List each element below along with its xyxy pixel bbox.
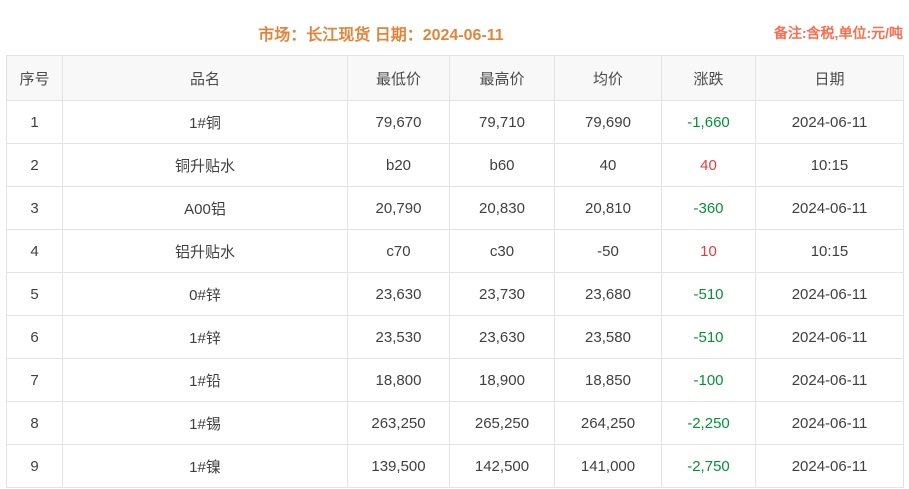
cell-date: 2024-06-11 (755, 186, 904, 230)
col-header-low: 最低价 (347, 55, 450, 101)
cell-seq: 5 (6, 272, 63, 316)
cell-high-price: c30 (449, 229, 555, 273)
table-row: 1 1#铜 79,670 79,710 79,690 -1,660 2024-06-11 (6, 100, 904, 144)
cell-low-price: c70 (347, 229, 450, 273)
cell-change: -510 (661, 315, 756, 359)
cell-date: 2024-06-11 (755, 401, 904, 445)
table-row: 9 1#镍 139,500 142,500 141,000 -2,750 2024-06-1… (6, 444, 904, 488)
cell-change: -100 (661, 358, 756, 402)
cell-avg-price: 79,690 (554, 100, 662, 144)
col-header-high: 最高价 (449, 55, 555, 101)
cell-avg-price: 20,810 (554, 186, 662, 230)
col-header-avg: 均价 (554, 55, 662, 101)
cell-product-name: 铜升贴水 (62, 143, 348, 187)
cell-seq: 3 (6, 186, 63, 230)
table-row: 6 1#锌 23,530 23,630 23,580 -510 2024-06-11 (6, 315, 904, 359)
cell-high-price: 23,630 (449, 315, 555, 359)
cell-date: 2024-06-11 (755, 315, 904, 359)
cell-product-name: 1#锡 (62, 401, 348, 445)
cell-avg-price: 40 (554, 143, 662, 187)
cell-low-price: 79,670 (347, 100, 450, 144)
unit-note: 备注:含税,单位:元/吨 (773, 25, 903, 41)
cell-high-price: 265,250 (449, 401, 555, 445)
cell-seq: 1 (6, 100, 63, 144)
cell-change: -510 (661, 272, 756, 316)
cell-product-name: 1#锌 (62, 315, 348, 359)
cell-change: 10 (661, 229, 756, 273)
cell-change: -360 (661, 186, 756, 230)
cell-date: 10:15 (755, 143, 904, 187)
cell-avg-price: 23,580 (554, 315, 662, 359)
metal-price-table: 序号 品名 最低价 最高价 均价 涨跌 日期 1 1#铜 79,670 79,710 7… (6, 55, 904, 488)
cell-seq: 4 (6, 229, 63, 273)
cell-high-price: 18,900 (449, 358, 555, 402)
cell-low-price: b20 (347, 143, 450, 187)
cell-change: -2,250 (661, 401, 756, 445)
cell-low-price: 23,630 (347, 272, 450, 316)
table-header-row: 序号 品名 最低价 最高价 均价 涨跌 日期 (6, 55, 904, 101)
cell-high-price: b60 (449, 143, 555, 187)
table-row: 4 铝升贴水 c70 c30 -50 10 10:15 (6, 229, 904, 273)
cell-avg-price: 23,680 (554, 272, 662, 316)
cell-seq: 2 (6, 143, 63, 187)
cell-date: 10:15 (755, 229, 904, 273)
cell-avg-price: 264,250 (554, 401, 662, 445)
table-row: 3 A00铝 20,790 20,830 20,810 -360 2024-06-11 (6, 186, 904, 230)
cell-date: 2024-06-11 (755, 358, 904, 402)
cell-product-name: 铝升贴水 (62, 229, 348, 273)
col-header-seq: 序号 (6, 55, 63, 101)
col-header-date: 日期 (755, 55, 904, 101)
cell-date: 2024-06-11 (755, 100, 904, 144)
cell-product-name: 0#锌 (62, 272, 348, 316)
cell-product-name: 1#镍 (62, 444, 348, 488)
table-row: 5 0#锌 23,630 23,730 23,680 -510 2024-06-11 (6, 272, 904, 316)
page-header: 市场：长江现货 日期：2024-06-11 备注:含税,单位:元/吨 (0, 0, 909, 55)
cell-low-price: 139,500 (347, 444, 450, 488)
cell-high-price: 142,500 (449, 444, 555, 488)
table-row: 8 1#锡 263,250 265,250 264,250 -2,250 2024-06-1… (6, 401, 904, 445)
cell-date: 2024-06-11 (755, 444, 904, 488)
cell-date: 2024-06-11 (755, 272, 904, 316)
cell-product-name: 1#铜 (62, 100, 348, 144)
table-row: 7 1#铅 18,800 18,900 18,850 -100 2024-06-11 (6, 358, 904, 402)
cell-high-price: 20,830 (449, 186, 555, 230)
cell-avg-price: 18,850 (554, 358, 662, 402)
cell-low-price: 23,530 (347, 315, 450, 359)
market-date-title: 市场：长江现货 日期：2024-06-11 (258, 27, 504, 44)
cell-product-name: 1#铅 (62, 358, 348, 402)
cell-change: -1,660 (661, 100, 756, 144)
cell-low-price: 20,790 (347, 186, 450, 230)
cell-change: 40 (661, 143, 756, 187)
cell-seq: 6 (6, 315, 63, 359)
cell-low-price: 18,800 (347, 358, 450, 402)
cell-high-price: 79,710 (449, 100, 555, 144)
cell-low-price: 263,250 (347, 401, 450, 445)
cell-seq: 7 (6, 358, 63, 402)
cell-product-name: A00铝 (62, 186, 348, 230)
cell-avg-price: 141,000 (554, 444, 662, 488)
cell-avg-price: -50 (554, 229, 662, 273)
table-row: 2 铜升贴水 b20 b60 40 40 10:15 (6, 143, 904, 187)
cell-change: -2,750 (661, 444, 756, 488)
cell-seq: 9 (6, 444, 63, 488)
table-body: 1 1#铜 79,670 79,710 79,690 -1,660 2024-06-11 2 铜… (6, 100, 904, 488)
cell-seq: 8 (6, 401, 63, 445)
col-header-change: 涨跌 (661, 55, 756, 101)
cell-high-price: 23,730 (449, 272, 555, 316)
col-header-name: 品名 (62, 55, 348, 101)
